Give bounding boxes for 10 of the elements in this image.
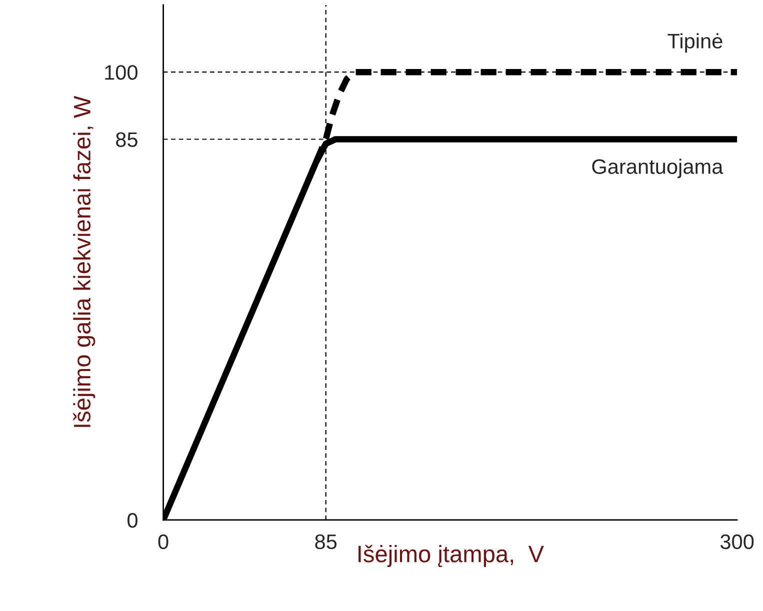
x-tick-label: 300 (720, 534, 754, 550)
series-label: Tipinė (668, 33, 722, 53)
y-axis-title: Išėjimo galia kiekvienai fazei, W (73, 96, 96, 427)
y-tick-label: 100 (105, 65, 138, 80)
y-tick-label: 85 (116, 132, 138, 148)
y-tick-label: 0 (128, 512, 138, 528)
x-tick-label: 0 (158, 534, 168, 550)
x-axis-title: Išėjimo įtampa, V (358, 544, 544, 568)
series-label: Garantuojama (592, 158, 724, 178)
x-tick-label: 85 (315, 534, 337, 550)
